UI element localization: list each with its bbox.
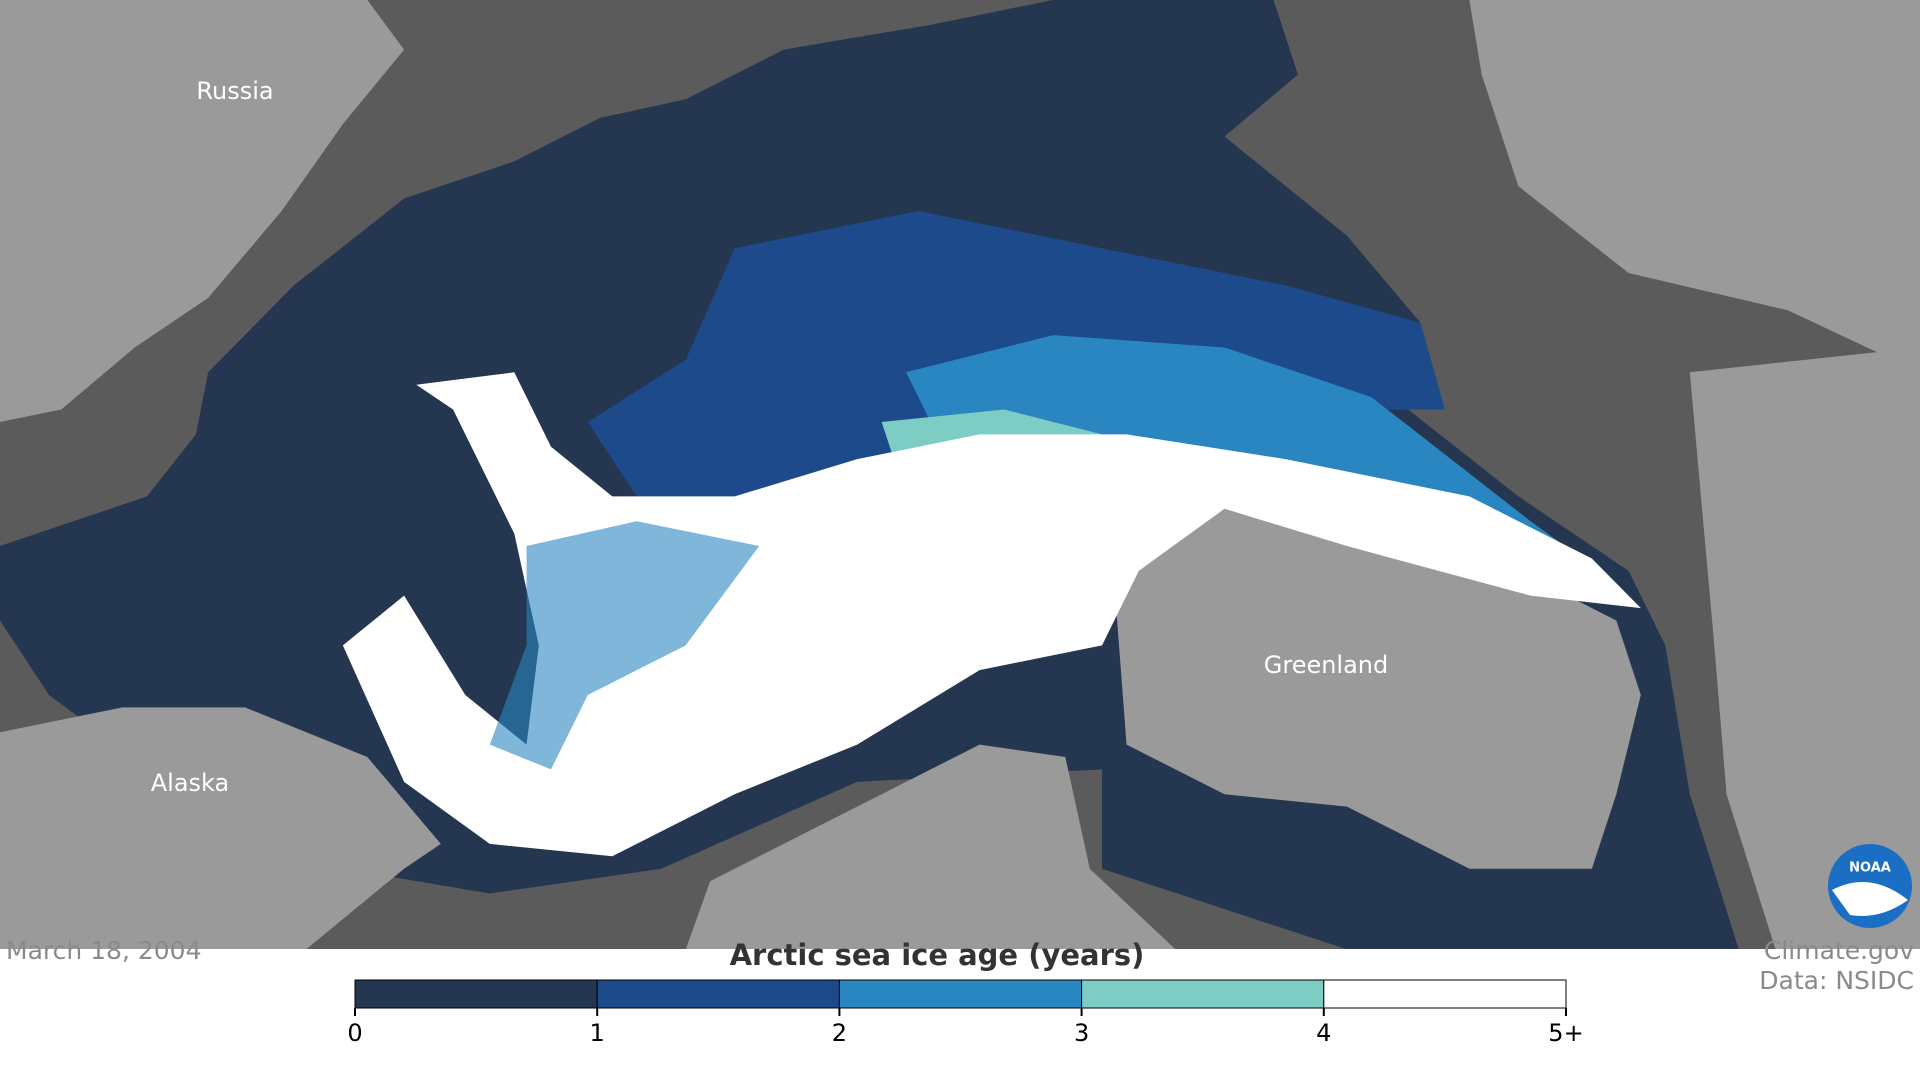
- tick-label: 4: [1316, 1019, 1331, 1047]
- land-east: [1689, 347, 1920, 950]
- land-alaska: [0, 707, 441, 950]
- tick-label: 0: [347, 1019, 362, 1047]
- logo-text: NOAA: [1849, 861, 1891, 876]
- footer: [0, 949, 1920, 1080]
- legend-segment: [838, 979, 1083, 1009]
- map-label: Greenland: [1264, 651, 1389, 679]
- land-archipelago: [685, 744, 1176, 950]
- land-russia: [0, 0, 405, 422]
- date: March 18, 2004: [6, 936, 201, 965]
- tick-label: 2: [832, 1019, 847, 1047]
- logo-wave: [1832, 882, 1908, 916]
- tick-label: 3: [1074, 1019, 1089, 1047]
- credit: Data: NSIDC: [1759, 966, 1914, 995]
- noaa-logo: NOAA: [1828, 844, 1912, 928]
- legend-segment: [1081, 979, 1325, 1009]
- legend-segment: [596, 979, 840, 1009]
- credit: Climate.gov: [1764, 936, 1914, 965]
- map-label: Alaska: [151, 769, 229, 797]
- land-north: [1469, 0, 1920, 373]
- legend-title: Arctic sea ice age (years): [730, 938, 1145, 972]
- legend-segment: [1323, 979, 1567, 1009]
- ice-mixed: [489, 521, 760, 770]
- map-label: Russia: [196, 77, 273, 105]
- legend-segment: [354, 979, 598, 1009]
- tick-label: 1: [590, 1019, 605, 1047]
- map: [0, 0, 1920, 950]
- tick-label: 5+: [1548, 1019, 1583, 1047]
- ice-5: [342, 372, 1641, 857]
